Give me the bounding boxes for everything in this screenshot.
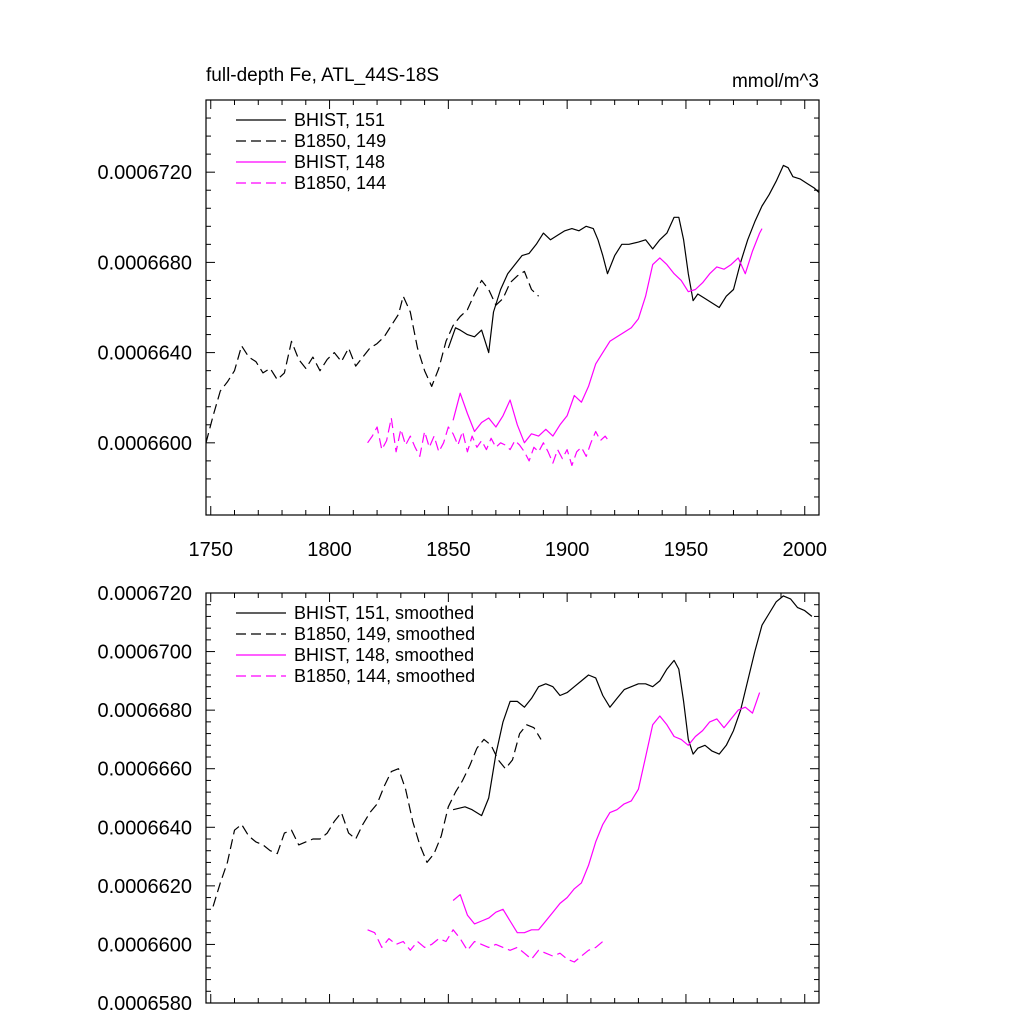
legend-label: BHIST, 151, smoothed [294, 603, 474, 623]
legend-label: B1850, 144, smoothed [294, 666, 475, 686]
x-tick-label: 1750 [189, 539, 234, 561]
x-tick-label: 1900 [545, 539, 590, 561]
y-tick-label: 0.0006620 [97, 876, 192, 898]
y-tick-label: 0.0006720 [97, 583, 192, 605]
plot-frame [205, 592, 820, 1004]
series-line-bhist-148 [452, 228, 763, 444]
series-line-b1850-149-smoothed [212, 724, 542, 907]
series-line-b1850-144 [367, 417, 611, 466]
y-tick-label: 0.0006680 [97, 700, 192, 722]
series-line-b1850-149 [205, 270, 540, 443]
series-line-bhist-151-smoothed [452, 595, 813, 817]
series-line-b1850-144-smoothed [367, 929, 604, 963]
top-panel: 1750 1800 1850 1900 1950 2000 0.0006600 0.00066… [97, 99, 827, 561]
bottom-panel: 0.0006580 0.0006600 0.0006620 0.0006640 0.00… [97, 583, 820, 1015]
legend-label: BHIST, 148, smoothed [294, 645, 474, 665]
legend-label: B1850, 149 [294, 131, 386, 151]
panel-title: full-depth Fe, ATL_44S-18S [206, 65, 439, 86]
legend-label: BHIST, 148 [294, 152, 385, 172]
y-tick-label: 0.0006580 [97, 993, 192, 1015]
x-tick-label: 1800 [307, 539, 352, 561]
x-tick-label: 1850 [426, 539, 471, 561]
y-tick-label: 0.0006720 [97, 162, 192, 184]
x-tick-label: 1950 [664, 539, 709, 561]
legend-label: BHIST, 151 [294, 110, 385, 130]
y-tick-label: 0.0006680 [97, 252, 192, 274]
plot-frame [205, 99, 820, 516]
legend-label: B1850, 149, smoothed [294, 624, 475, 644]
y-tick-label: 0.0006600 [97, 433, 192, 455]
series-line-bhist-151 [447, 164, 820, 354]
y-tick-label: 0.0006660 [97, 759, 192, 781]
legend-label: B1850, 144 [294, 173, 386, 193]
y-tick-label: 0.0006640 [97, 817, 192, 839]
y-tick-label: 0.0006640 [97, 343, 192, 365]
x-tick-label: 2000 [782, 539, 827, 561]
units-label: mmol/m^3 [732, 71, 819, 92]
y-tick-label: 0.0006700 [97, 642, 192, 664]
y-tick-label: 0.0006600 [97, 934, 192, 956]
series-line-bhist-148-smoothed [452, 692, 761, 934]
